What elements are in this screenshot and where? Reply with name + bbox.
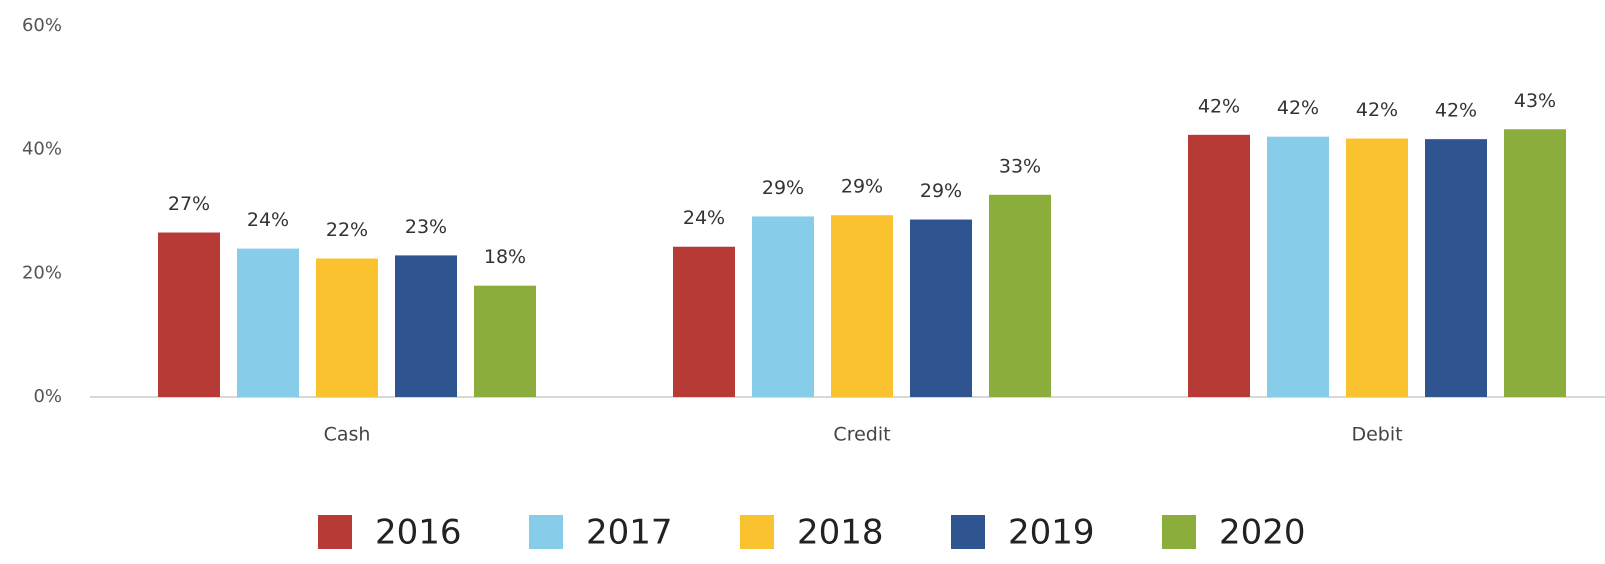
value-label: 22% (326, 219, 368, 241)
x-tick-label: Credit (833, 424, 890, 446)
value-label: 42% (1356, 99, 1398, 121)
bar (1267, 136, 1329, 397)
bar (910, 219, 972, 397)
bar (1425, 139, 1487, 397)
legend-label: 2017 (586, 513, 673, 553)
value-label: 43% (1514, 90, 1556, 112)
bar (1504, 129, 1566, 398)
bar (673, 246, 735, 397)
bar (752, 216, 814, 397)
y-tick-label: 40% (22, 139, 62, 160)
value-label: 24% (683, 207, 725, 229)
bar (474, 285, 536, 397)
value-label: 27% (168, 193, 210, 215)
legend-swatch (529, 515, 563, 549)
value-label: 29% (762, 177, 804, 199)
value-label: 23% (405, 216, 447, 238)
legend-swatch (740, 515, 774, 549)
bar (316, 258, 378, 397)
x-tick-label: Cash (324, 424, 371, 446)
value-label: 24% (247, 209, 289, 231)
bar (989, 194, 1051, 397)
bar (237, 248, 299, 397)
legend-label: 2019 (1008, 513, 1095, 553)
y-tick-label: 20% (22, 262, 62, 283)
bar (1346, 138, 1408, 397)
legend-label: 2018 (797, 513, 884, 553)
x-tick-label: Debit (1351, 424, 1402, 446)
y-tick-label: 0% (33, 386, 62, 407)
bar (1188, 134, 1250, 397)
value-label: 42% (1198, 95, 1240, 117)
value-label: 33% (999, 155, 1041, 177)
bar (395, 255, 457, 397)
legend-label: 2016 (375, 513, 462, 553)
legend-label: 2020 (1219, 513, 1306, 553)
value-label: 29% (920, 180, 962, 202)
value-label: 42% (1435, 100, 1477, 122)
value-label: 42% (1277, 97, 1319, 119)
y-tick-label: 60% (22, 15, 62, 36)
bar (831, 215, 893, 397)
bar (158, 232, 220, 397)
value-label: 18% (484, 246, 526, 268)
legend-swatch (318, 515, 352, 549)
legend-swatch (1162, 515, 1196, 549)
legend-swatch (951, 515, 985, 549)
value-label: 29% (841, 176, 883, 198)
